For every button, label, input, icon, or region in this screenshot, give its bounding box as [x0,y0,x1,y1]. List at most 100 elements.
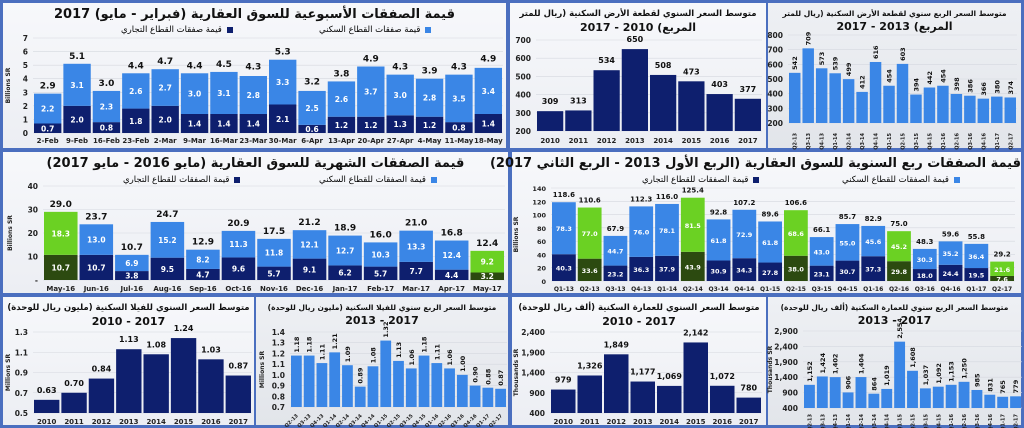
legend-label-commercial: قيمة الصفقات للقطاع التجاري [642,175,749,185]
bar-residential [474,67,502,114]
monthly-chart-title: قيمة الصفقات الشهرية للسوق العقارية (ماي… [46,156,465,171]
legend-commercial: قيمة الصفقات للقطاع التجاري [642,175,760,185]
data-label: 1.18 [421,336,429,353]
data-label: 1,153 [948,361,956,382]
bar [923,87,936,123]
data-label: 539 [832,56,840,70]
x-tick-label: Q2-17 [488,413,504,428]
bar-commercial [63,105,91,133]
x-tick-label: 2-Mar [154,137,177,145]
x-tick-label: Q3-14 [708,286,728,293]
bar-residential [680,197,705,252]
y-tick-label: 5 [23,61,28,70]
data-label: 1,037 [922,365,930,386]
data-label: 603 [899,47,907,61]
bar-residential [603,235,628,266]
bar [61,392,87,413]
x-tick-label: Q2-15 [911,413,917,428]
bar-commercial [577,258,602,281]
bar [910,94,922,123]
data-label: 1.13 [119,335,139,344]
bar [316,363,328,407]
data-label-total: 29.0 [50,200,72,210]
bar-residential [732,209,757,259]
bar [604,354,629,413]
x-tick-label: 2010 [540,137,560,145]
x-tick-label: Dec-16 [296,285,323,293]
x-tick-label: Feb-17 [367,285,394,293]
data-label-commercial: 0.6 [305,125,318,134]
bar [945,384,957,408]
bar-commercial [912,269,937,281]
data-label: 616 [872,45,880,59]
x-tick-label: Q4-16 [981,132,987,149]
bar-residential [386,74,414,116]
y-tick-label: 1.3 [272,339,285,348]
data-label-commercial: 5.7 [374,269,387,278]
data-label-residential: 3.7 [364,88,377,97]
y-tick-label: 20 [537,265,547,273]
x-tick-label: Q4-15 [837,286,857,293]
data-label-total: 2.9 [40,82,56,92]
x-tick-label: Q3-16 [968,132,974,149]
data-label-commercial: 3.8 [125,272,138,281]
bar [919,388,931,408]
data-label-total: 21.0 [405,219,427,229]
data-label: 313 [570,96,587,105]
bar [815,68,828,123]
legend-label-residential: قيمة الصفقات للقطاع السكني [842,175,949,185]
legend-label-commercial: قيمة صفقات القطاع التجاري [121,25,222,35]
data-label-total: 3.8 [333,69,349,79]
x-tick-label: Q2-13 [807,413,813,428]
villa-annual-title: متوسط السعر السنوي للفيلا السكنية (مليون… [7,303,250,313]
data-label-residential: 15.2 [158,236,177,245]
bar [881,388,893,408]
bar-residential [655,203,679,256]
data-label: 1.11 [433,344,441,361]
bar-commercial [470,272,504,280]
y-tick-label: 60 [537,238,547,246]
bar-residential [63,63,91,106]
x-tick-label: 2-Feb [37,137,59,145]
y-tick-label: 0.5 [15,409,28,418]
data-label-residential: 2.3 [100,103,113,112]
y-tick-label: 1.2 [272,349,285,358]
data-label-residential: 3.5 [452,94,465,103]
data-label: 1.06 [446,349,454,366]
data-label: 1,152 [806,361,814,382]
x-tick-label: Q1-14 [833,132,839,149]
bar [678,81,705,131]
land-quarterly-title: متوسط السعر الربع سنوي لقطعة الأرض السكن… [782,9,1007,18]
bar [650,74,677,131]
data-label-residential: 2.6 [335,95,348,104]
bar-commercial [44,254,78,280]
y-tick-label: 1.1 [272,360,285,369]
data-label-commercial: 10.7 [52,263,71,272]
data-label: 0.89 [357,367,365,384]
bar [997,396,1009,408]
x-tick-label: Q3-13 [605,286,625,293]
data-label-residential: 6.9 [125,259,138,268]
data-label: 2,142 [683,328,708,337]
data-label-total: 21.2 [298,218,320,228]
x-tick-label: Q2-14 [683,286,703,293]
bar-commercial [357,116,385,133]
data-label-residential: 2.8 [423,94,436,103]
data-label-total: 3.9 [422,67,438,77]
y-axis-label: Billions SR [7,215,14,251]
bar [495,388,506,407]
data-label: 1,402 [832,354,840,375]
data-label-total: 16.0 [370,230,392,240]
data-label-commercial: 27.8 [762,269,779,277]
data-label-residential: 78.1 [659,227,676,235]
bar-commercial [445,122,473,133]
data-label-commercial: 3.2 [481,272,494,281]
apartment-annual-title-years: 2017 - 2010 [602,315,676,328]
y-tick-label: 1,400 [774,373,798,382]
x-tick-label: Q3-15 [812,286,832,293]
bar-commercial [758,262,782,281]
data-label-residential: 77.0 [582,230,599,238]
x-tick-label: Q1-17 [1001,413,1007,428]
x-tick-label: Q2-17 [992,286,1012,293]
y-axis-label: Billions SR [5,67,12,103]
